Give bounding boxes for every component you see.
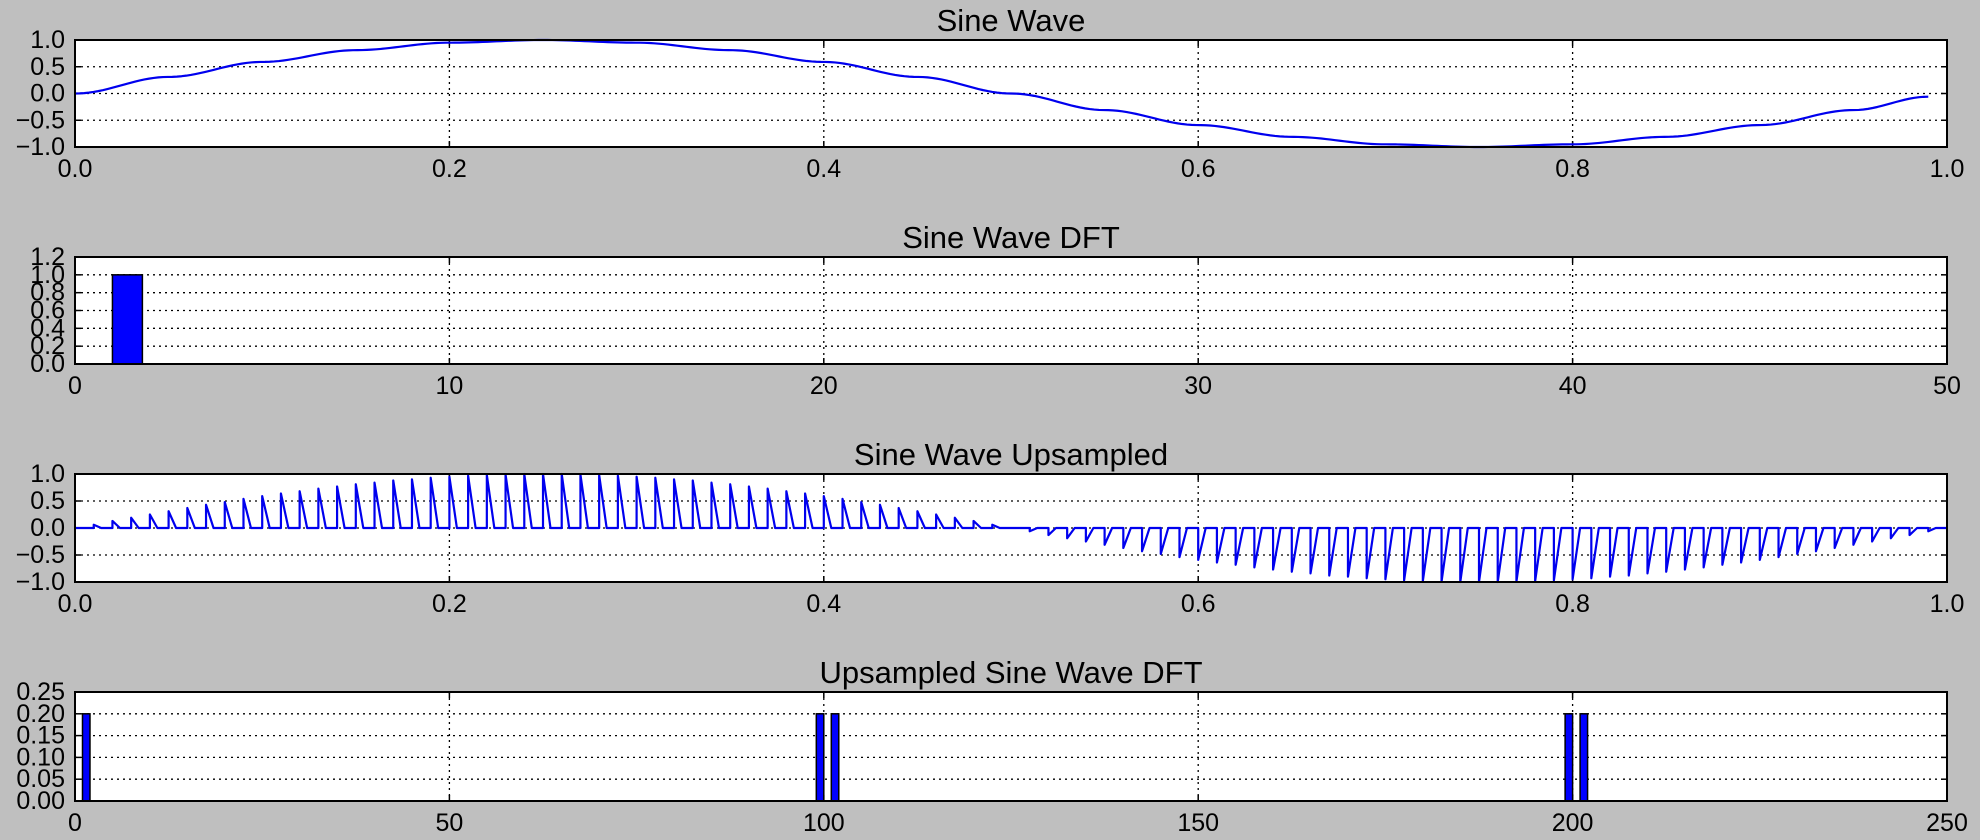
panel-1-xtick-label-2: 20 [810, 372, 838, 400]
panel-3-bar-3 [1564, 713, 1574, 802]
panel-0-ytick-label-1: 0.5 [30, 53, 65, 81]
panel-0-axes-frame [74, 39, 1948, 148]
panel-3-ytick-label-0: 0.25 [16, 678, 65, 706]
panel-1-xtick-label-3: 30 [1184, 372, 1212, 400]
panel-3-xtick-label-5: 250 [1926, 809, 1968, 837]
panel-1-bar-0 [111, 274, 144, 365]
panel-0-ytick-label-0: 1.0 [30, 26, 65, 54]
panel-2-ytick-label-1: 0.5 [30, 487, 65, 515]
panel-3-xtick-label-2: 100 [803, 809, 845, 837]
panel-2-xtick-label-0: 0.0 [58, 590, 93, 618]
panel-3-xtick-label-1: 50 [435, 809, 463, 837]
panel-0-ytick-label-4: −1.0 [16, 133, 65, 161]
panel-1-ytick-label-4: 0.4 [30, 314, 65, 342]
panel-2-xtick-label-5: 1.0 [1930, 590, 1965, 618]
panel-3-xtick-label-0: 0 [68, 809, 82, 837]
panel-1-ytick-label-6: 0.0 [30, 350, 65, 378]
panel-1-ytick-label-5: 0.2 [30, 332, 65, 360]
panel-1-ytick-label-0: 1.2 [30, 243, 65, 271]
panel-3-xtick-label-3: 150 [1177, 809, 1219, 837]
panel-2-ytick-label-3: −0.5 [16, 541, 65, 569]
panel-3-bar-4 [1579, 713, 1589, 802]
panel-2-axes-frame [74, 473, 1948, 583]
panel-2-xtick-label-3: 0.6 [1181, 590, 1216, 618]
panel-1-title: Sine Wave DFT [902, 220, 1120, 255]
panel-0-ytick-label-2: 0.0 [30, 80, 65, 108]
panel-3-ytick-label-5: 0.00 [16, 787, 65, 815]
panel-1-xtick-label-0: 0 [68, 372, 82, 400]
panel-3-bar-0 [81, 713, 91, 802]
panel-3-ytick-label-3: 0.10 [16, 743, 65, 771]
panel-3-xtick-label-4: 200 [1552, 809, 1594, 837]
panel-1-ytick-label-3: 0.6 [30, 297, 65, 325]
panel-0-xtick-label-3: 0.6 [1181, 155, 1216, 183]
panel-1-ytick-label-2: 0.8 [30, 279, 65, 307]
panel-3-axes-bg [75, 692, 1947, 801]
panel-0-sine-line [74, 38, 1929, 149]
panel-0-xtick-label-5: 1.0 [1930, 155, 1965, 183]
panel-0-xtick-label-2: 0.4 [806, 155, 841, 183]
panel-1-axes-frame [74, 256, 1948, 365]
panel-1-xtick-label-1: 10 [435, 372, 463, 400]
panel-0-xtick-label-1: 0.2 [432, 155, 467, 183]
panel-1-xtick-label-4: 40 [1559, 372, 1587, 400]
panel-3-ytick-label-1: 0.20 [16, 700, 65, 728]
panel-3-title: Upsampled Sine Wave DFT [819, 655, 1202, 690]
panel-3-axes-frame [74, 691, 1948, 802]
panel-2-xtick-label-1: 0.2 [432, 590, 467, 618]
panel-3-ytick-label-4: 0.05 [16, 765, 65, 793]
panel-2-ytick-label-4: −1.0 [16, 568, 65, 596]
panel-2-upsampled-line [75, 472, 1947, 584]
panel-3-bar-1 [815, 713, 825, 802]
panel-2-xtick-label-4: 0.8 [1555, 590, 1590, 618]
panel-0-ytick-label-3: −0.5 [16, 106, 65, 134]
panel-2-xtick-label-2: 0.4 [806, 590, 841, 618]
panel-2-title: Sine Wave Upsampled [854, 437, 1168, 472]
panel-2-ytick-label-2: 0.0 [30, 514, 65, 542]
panel-3-bar-2 [830, 713, 840, 802]
panel-0-xtick-label-0: 0.0 [58, 155, 93, 183]
panel-0-title: Sine Wave [937, 3, 1086, 38]
panel-1-xtick-label-5: 50 [1933, 372, 1961, 400]
panel-0-xtick-label-4: 0.8 [1555, 155, 1590, 183]
panel-2-ytick-label-0: 1.0 [30, 460, 65, 488]
panel-3-ytick-label-2: 0.15 [16, 722, 65, 750]
panel-1-ytick-label-1: 1.0 [30, 261, 65, 289]
